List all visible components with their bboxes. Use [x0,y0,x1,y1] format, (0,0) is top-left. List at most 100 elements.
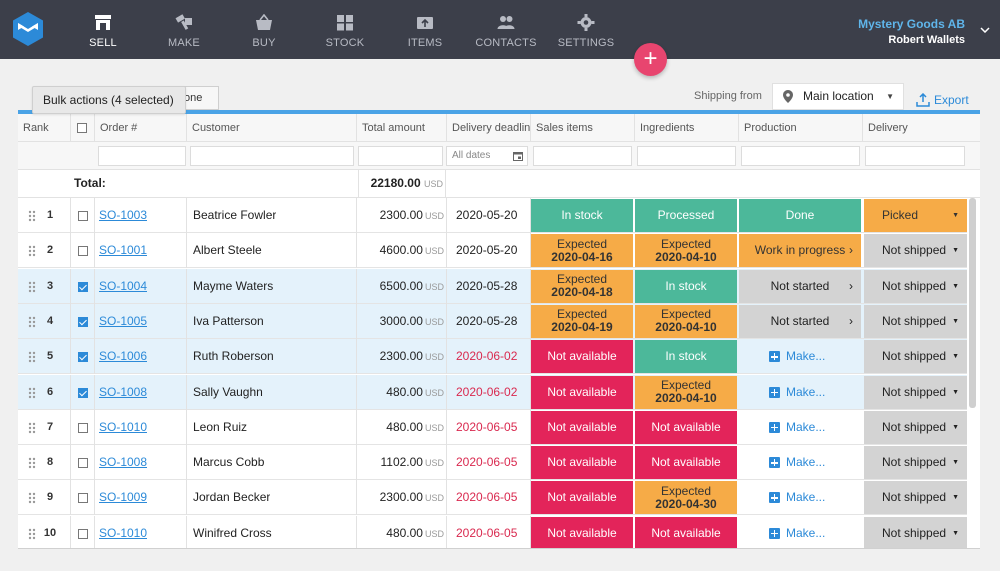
sales-items-status[interactable]: Not available [531,375,633,409]
drag-handle-icon[interactable] [28,492,36,504]
table-row[interactable]: 7 SO-1010 Leon Ruiz 480.00 USD 2020-06-05 Not … [18,409,967,445]
table-row[interactable]: 5 SO-1006 Ruth Roberson 2300.00 USD 2020-06-0… [18,339,967,375]
sales-items-status[interactable]: Expected 2020-04-18 [531,269,633,303]
table-row[interactable]: 4 SO-1005 Iva Patterson 3000.00 USD 2020-05-2… [18,303,967,339]
production-status[interactable]: Make... [739,411,861,444]
drag-handle-icon[interactable] [28,245,36,257]
delivery-status[interactable]: Not shipped ▼ [864,304,967,338]
delivery-filter-input[interactable] [865,146,965,166]
row-checkbox[interactable] [78,387,88,398]
nav-item-buy[interactable]: BUY [229,13,299,49]
ingredients-status[interactable]: Expected 2020-04-10 [635,375,737,409]
production-status[interactable]: Make... [739,340,861,373]
sales-items-status[interactable]: Not available [531,481,633,515]
row-checkbox[interactable] [78,211,88,221]
ingredients-status[interactable]: In stock [635,340,737,374]
delivery-status[interactable]: Not shipped ▼ [864,516,967,548]
row-checkbox[interactable] [78,493,88,504]
delivery-status[interactable]: Not shipped ▼ [864,269,967,303]
nav-item-contacts[interactable]: CONTACTS [471,14,541,49]
table-row[interactable]: 8 SO-1008 Marcus Cobb 1102.00 USD 2020-06-05 N… [18,445,967,481]
amount-filter-input[interactable] [358,146,443,166]
header-ingredients[interactable]: Ingredients [634,114,738,142]
nav-item-stock[interactable]: STOCK [310,14,380,49]
order-number-link[interactable]: SO-1008 [99,384,148,399]
order-number-link[interactable]: SO-1006 [99,349,148,364]
location-select[interactable]: Main location ▼ [772,83,904,110]
delivery-status[interactable]: Not shipped ▼ [864,340,967,374]
ingredients-status[interactable]: Processed [635,199,737,232]
bulk-actions-button[interactable]: Bulk actions (4 selected) [32,86,186,114]
drag-handle-icon[interactable] [28,422,36,434]
delivery-status[interactable]: Not shipped ▼ [864,446,967,480]
sales-items-status[interactable]: Not available [531,516,633,548]
production-status[interactable]: Make... [739,481,861,514]
production-status[interactable]: Done [739,199,861,232]
production-status[interactable]: Not started › [739,304,861,338]
production-status[interactable]: Make... [739,376,861,409]
header-select-all[interactable] [70,114,94,142]
deadline-filter-input[interactable]: All dates [446,146,528,166]
drag-handle-icon[interactable] [28,281,36,293]
row-checkbox[interactable] [78,422,88,433]
nav-item-settings[interactable]: SETTINGS [551,14,621,49]
sales-items-status[interactable]: Not available [531,410,633,444]
table-row[interactable]: 10 SO-1010 Winifred Cross 480.00 USD 2020-06-… [18,515,967,548]
select-all-checkbox[interactable] [77,123,87,133]
export-button[interactable]: Export [916,93,969,107]
table-row[interactable]: 6 SO-1008 Sally Vaughn 480.00 USD 2020-06-02 N… [18,374,967,410]
delivery-status[interactable]: Picked ▼ [864,199,967,232]
customer-filter-input[interactable] [190,146,354,166]
ingredients-filter-input[interactable] [637,146,736,166]
sales-items-status[interactable]: Expected 2020-04-16 [531,234,633,268]
drag-handle-icon[interactable] [28,210,36,222]
delivery-status[interactable]: Not shipped ▼ [864,410,967,444]
header-total-amount[interactable]: Total amount [356,114,446,142]
nav-item-items[interactable]: ITEMS [390,14,460,49]
row-checkbox[interactable] [78,281,88,292]
table-row[interactable]: 1 SO-1003 Beatrice Fowler 2300.00 USD 2020-05… [18,198,967,233]
header-rank[interactable]: Rank [23,122,49,134]
row-checkbox[interactable] [78,458,88,469]
production-status[interactable]: Not started › [739,269,861,303]
drag-handle-icon[interactable] [28,387,36,399]
delivery-status[interactable]: Not shipped ▼ [864,234,967,268]
ingredients-status[interactable]: Not available [635,516,737,548]
header-delivery-deadline[interactable]: Delivery deadlin [446,114,530,142]
order-number-link[interactable]: SO-1005 [99,313,148,328]
table-row[interactable]: 3 SO-1004 Mayme Waters 6500.00 USD 2020-05-28… [18,268,967,304]
sales-items-status[interactable]: Not available [531,446,633,480]
ingredients-status[interactable]: Expected 2020-04-10 [635,304,737,338]
row-checkbox[interactable] [78,316,88,327]
chevron-down-icon[interactable] [980,25,990,36]
order-number-link[interactable]: SO-1010 [99,419,148,434]
ingredients-status[interactable]: Expected 2020-04-30 [635,481,737,515]
sales-items-status[interactable]: In stock [531,199,633,232]
order-number-link[interactable]: SO-1010 [99,525,148,540]
ingredients-status[interactable]: Not available [635,446,737,480]
header-delivery[interactable]: Delivery [862,114,980,142]
row-checkbox[interactable] [78,352,88,363]
row-checkbox[interactable] [78,246,88,257]
sales-items-status[interactable]: Not available [531,340,633,374]
production-status[interactable]: Make... [739,517,861,548]
delivery-status[interactable]: Not shipped ▼ [864,375,967,409]
app-logo-icon[interactable] [13,12,43,46]
sales-items-filter-input[interactable] [533,146,632,166]
table-row[interactable]: 2 SO-1001 Albert Steele 4600.00 USD 2020-05-2… [18,233,967,269]
nav-item-sell[interactable]: SELL [68,14,138,49]
order-number-link[interactable]: SO-1004 [99,278,148,293]
add-new-button[interactable]: + [634,43,667,76]
delivery-status[interactable]: Not shipped ▼ [864,481,967,515]
drag-handle-icon[interactable] [28,457,36,469]
tab-done[interactable]: one [180,86,219,110]
production-status[interactable]: Work in progress › [739,234,861,268]
ingredients-status[interactable]: In stock [635,269,737,303]
order-number-link[interactable]: SO-1003 [99,208,148,222]
drag-handle-icon[interactable] [28,351,36,363]
production-filter-input[interactable] [741,146,860,166]
order-number-link[interactable]: SO-1009 [99,490,148,505]
header-sales-items[interactable]: Sales items [530,114,634,142]
order-number-link[interactable]: SO-1001 [99,243,148,258]
vertical-scrollbar[interactable] [969,198,976,408]
